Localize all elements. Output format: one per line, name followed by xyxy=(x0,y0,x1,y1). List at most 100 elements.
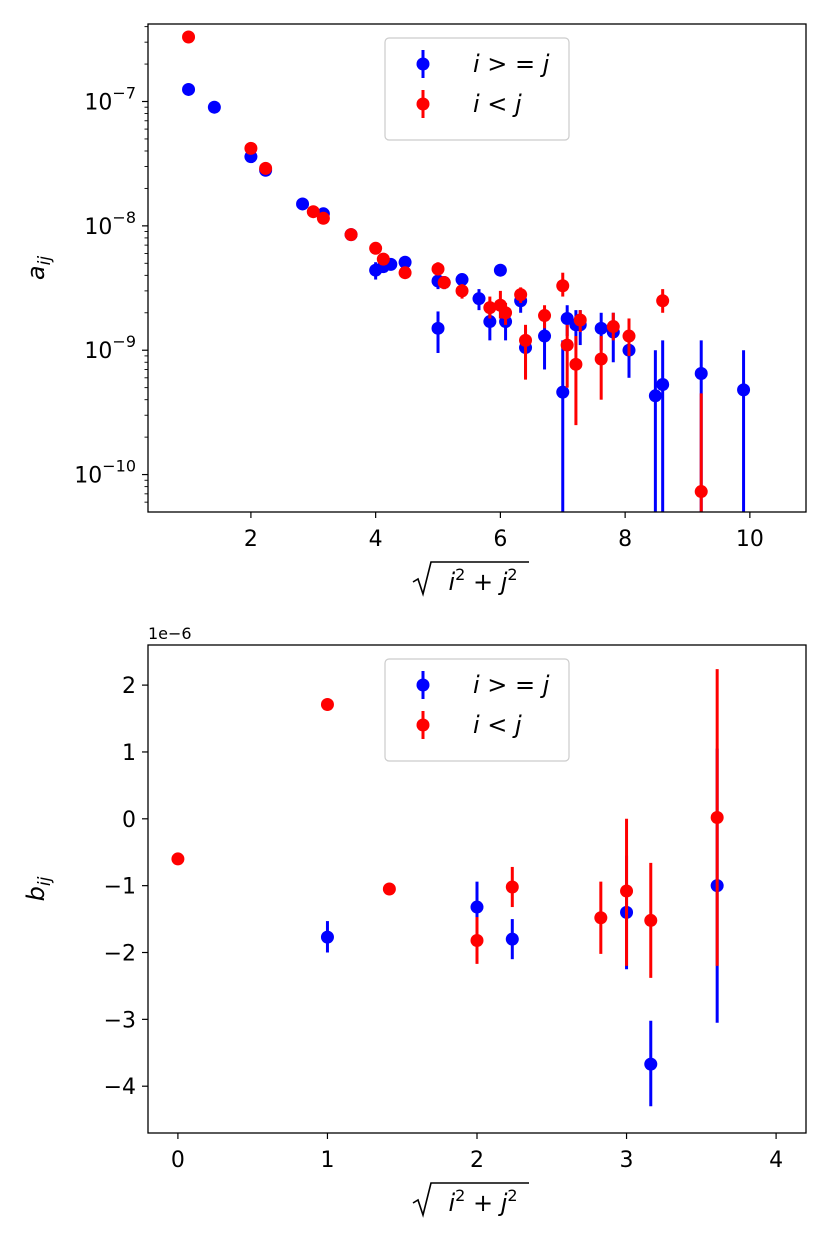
x-label-j: j xyxy=(498,1189,508,1217)
data-point xyxy=(594,911,608,925)
y-tick-exponent: −10 xyxy=(102,457,136,476)
y-tick-label: 10−10 xyxy=(74,457,136,489)
data-point xyxy=(455,273,469,287)
data-point xyxy=(560,338,574,352)
x-tick-label: 0 xyxy=(171,1148,185,1173)
data-point xyxy=(376,252,390,266)
data-point xyxy=(499,306,513,320)
x-label-plus: + xyxy=(465,1189,500,1217)
data-point xyxy=(398,266,412,280)
y-tick-label: 10−9 xyxy=(84,332,136,364)
y-tick-exponent: −8 xyxy=(112,208,136,227)
data-point xyxy=(694,366,708,380)
y-tick-label: 2 xyxy=(122,674,136,699)
y-tick-label: −4 xyxy=(104,1075,136,1100)
data-point xyxy=(455,284,469,298)
x-tick-label: 4 xyxy=(369,527,383,552)
data-point xyxy=(472,292,486,306)
legend-marker xyxy=(416,97,430,111)
x-axis-label: i2 + j2 xyxy=(412,1182,529,1218)
x-tick-label: 10 xyxy=(736,527,764,552)
y-tick-exponent: −7 xyxy=(112,84,136,103)
data-point xyxy=(505,880,519,894)
data-point xyxy=(398,255,412,269)
data-point xyxy=(171,852,185,866)
y-tick-label: 1 xyxy=(122,741,136,766)
x-tick-label: 6 xyxy=(493,527,507,552)
data-point xyxy=(493,263,507,277)
data-point xyxy=(483,301,497,315)
data-point xyxy=(369,241,383,255)
x-axis-label: i2 + j2 xyxy=(412,561,529,597)
data-point xyxy=(470,933,484,947)
data-point xyxy=(644,1057,658,1071)
x-tick-label: 3 xyxy=(620,1148,634,1173)
series-2 xyxy=(171,669,724,978)
x-label-j: j xyxy=(498,568,508,596)
y-tick-base: 10 xyxy=(84,339,112,364)
x-tick-label: 8 xyxy=(618,527,632,552)
x-label-exp1: 2 xyxy=(455,565,465,584)
data-point xyxy=(244,141,258,155)
y-label-main: b xyxy=(22,886,50,901)
y-tick-exponent: −9 xyxy=(112,332,136,351)
axes-frame xyxy=(147,23,807,513)
x-label-exp1: 2 xyxy=(455,1186,465,1205)
legend-label: i > = j xyxy=(473,671,550,699)
series-2 xyxy=(182,30,708,512)
data-point xyxy=(514,288,528,302)
data-point xyxy=(644,913,658,927)
y-tick-label: −3 xyxy=(104,1008,136,1033)
x-tick-label: 2 xyxy=(470,1148,484,1173)
data-point xyxy=(694,485,708,499)
y-label-sub: ij xyxy=(35,876,55,886)
data-point xyxy=(483,315,497,329)
plot-area xyxy=(182,30,751,512)
x-label-i: i xyxy=(448,568,455,596)
y-axis-label: aij xyxy=(22,256,55,280)
data-point xyxy=(182,30,196,44)
data-point xyxy=(538,309,552,323)
data-point xyxy=(431,321,445,335)
data-point xyxy=(648,389,662,403)
data-point xyxy=(594,352,608,366)
y-tick-base: 10 xyxy=(84,215,112,240)
data-point xyxy=(737,383,751,397)
x-tick-label: 4 xyxy=(769,1148,783,1173)
data-point xyxy=(620,884,634,898)
series-1 xyxy=(320,748,724,1107)
y-tick-label: −1 xyxy=(104,875,136,900)
data-point xyxy=(182,82,196,96)
data-point xyxy=(306,205,320,219)
legend: i > = j i < j xyxy=(384,37,570,141)
x-axis-label-text: i2 + j2 xyxy=(448,1186,517,1217)
data-point xyxy=(556,385,570,399)
data-point xyxy=(470,900,484,914)
x-tick-label: 1 xyxy=(320,1148,334,1173)
legend-label: i < j xyxy=(473,711,522,739)
data-point xyxy=(207,100,221,114)
legend-label: i < j xyxy=(473,90,522,118)
data-point xyxy=(573,313,587,327)
legend-label: i > = j xyxy=(473,50,550,78)
x-axis-label-text: i2 + j2 xyxy=(448,565,517,596)
y-tick-label: −2 xyxy=(104,942,136,967)
data-point xyxy=(431,262,445,276)
data-point xyxy=(316,211,330,225)
legend-marker xyxy=(416,57,430,71)
y-label-main: a xyxy=(22,265,50,280)
legend-frame xyxy=(384,658,570,762)
y-tick-base: 10 xyxy=(84,91,112,116)
data-point xyxy=(320,697,334,711)
data-point xyxy=(710,810,724,824)
data-point xyxy=(259,161,273,175)
x-label-exp2: 2 xyxy=(507,1186,517,1205)
sqrt-sign xyxy=(412,1182,529,1218)
data-point xyxy=(437,276,451,290)
series-1 xyxy=(182,82,751,512)
data-point xyxy=(382,882,396,896)
sqrt-sign xyxy=(412,561,529,597)
